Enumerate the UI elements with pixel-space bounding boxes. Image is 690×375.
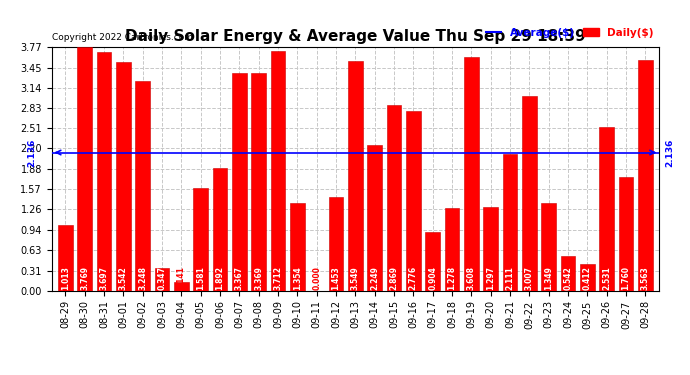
Bar — [251, 73, 266, 291]
Bar — [406, 111, 421, 291]
Bar — [174, 282, 188, 291]
Bar — [155, 268, 169, 291]
Bar — [348, 61, 363, 291]
Bar — [58, 225, 72, 291]
Text: 3.542: 3.542 — [119, 266, 128, 290]
Text: 3.367: 3.367 — [235, 266, 244, 290]
Text: 1.354: 1.354 — [293, 266, 302, 290]
Bar — [464, 57, 479, 291]
Text: 2.531: 2.531 — [602, 266, 611, 290]
Bar — [619, 177, 633, 291]
Text: 2.249: 2.249 — [371, 266, 380, 290]
Bar — [561, 256, 575, 291]
Text: 3.248: 3.248 — [138, 266, 147, 290]
Text: 3.007: 3.007 — [525, 266, 534, 290]
Bar — [580, 264, 595, 291]
Text: 0.000: 0.000 — [312, 266, 321, 290]
Bar — [484, 207, 498, 291]
Text: 3.369: 3.369 — [254, 266, 263, 290]
Text: 1.453: 1.453 — [331, 266, 340, 290]
Text: 2.776: 2.776 — [409, 266, 418, 290]
Bar — [232, 73, 246, 291]
Bar — [116, 62, 130, 291]
Title: Daily Solar Energy & Average Value Thu Sep 29 18:39: Daily Solar Energy & Average Value Thu S… — [125, 29, 586, 44]
Bar — [638, 60, 653, 291]
Text: 0.542: 0.542 — [564, 266, 573, 290]
Bar — [600, 127, 614, 291]
Text: 1.760: 1.760 — [622, 266, 631, 290]
Bar — [270, 51, 285, 291]
Bar — [426, 232, 440, 291]
Text: 1.349: 1.349 — [544, 266, 553, 290]
Bar — [290, 203, 304, 291]
Bar — [135, 81, 150, 291]
Text: 1.892: 1.892 — [215, 266, 224, 290]
Bar — [503, 154, 518, 291]
Text: 2.111: 2.111 — [506, 266, 515, 290]
Bar — [213, 168, 227, 291]
Bar — [97, 52, 111, 291]
Bar — [522, 96, 537, 291]
Bar — [387, 105, 402, 291]
Bar — [445, 208, 460, 291]
Bar — [193, 188, 208, 291]
Text: Copyright 2022 Cartronics.com: Copyright 2022 Cartronics.com — [52, 33, 193, 42]
Text: 1.278: 1.278 — [448, 266, 457, 290]
Text: 1.581: 1.581 — [196, 266, 205, 290]
Bar — [542, 203, 556, 291]
Legend: Average($), Daily($): Average($), Daily($) — [486, 28, 653, 38]
Text: 1.013: 1.013 — [61, 266, 70, 290]
Text: 0.141: 0.141 — [177, 266, 186, 290]
Text: 0.904: 0.904 — [428, 266, 437, 290]
Text: 3.769: 3.769 — [80, 266, 89, 290]
Text: 3.608: 3.608 — [467, 266, 476, 290]
Text: 3.563: 3.563 — [641, 266, 650, 290]
Text: 2.136: 2.136 — [28, 138, 37, 167]
Text: 2.136: 2.136 — [665, 138, 674, 167]
Text: 0.412: 0.412 — [583, 266, 592, 290]
Text: 3.712: 3.712 — [273, 266, 282, 290]
Text: 3.697: 3.697 — [99, 266, 108, 290]
Bar — [77, 47, 92, 291]
Text: 1.297: 1.297 — [486, 266, 495, 290]
Bar — [368, 145, 382, 291]
Text: 0.347: 0.347 — [157, 266, 166, 290]
Text: 2.869: 2.869 — [390, 266, 399, 290]
Text: 3.549: 3.549 — [351, 266, 360, 290]
Bar — [328, 196, 343, 291]
